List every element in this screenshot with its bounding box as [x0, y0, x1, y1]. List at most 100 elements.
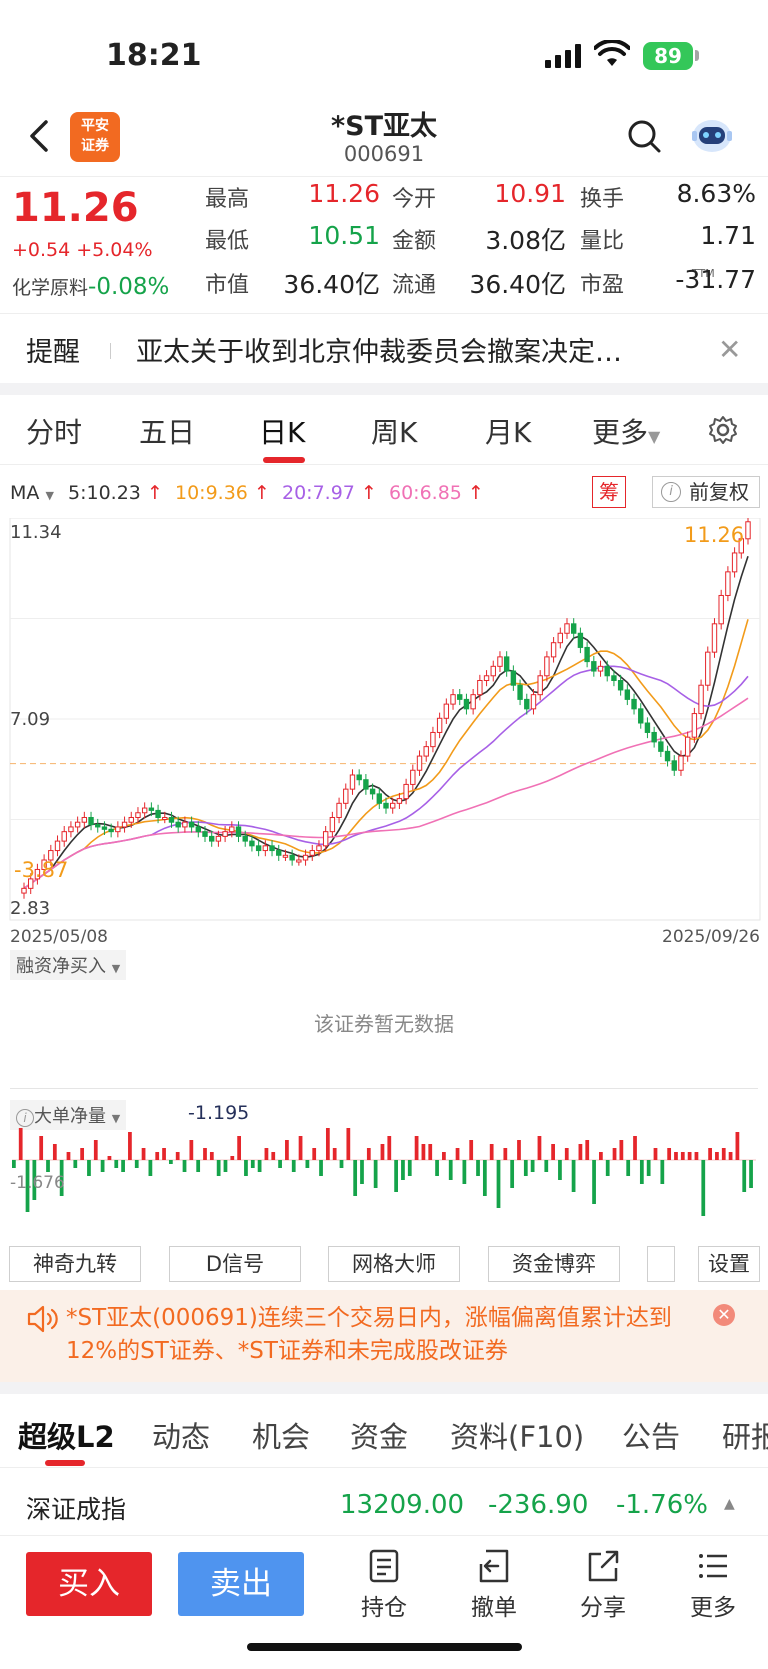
stat-turnover-label: 换手 — [580, 187, 625, 212]
index-pct: -1.76% — [616, 1490, 708, 1520]
capital-game-button[interactable]: 资金博弈 — [488, 1246, 620, 1282]
volume-bar — [52, 1144, 57, 1160]
volume-bar — [721, 1148, 726, 1160]
chip-distribution-button[interactable]: 筹 — [592, 476, 626, 508]
caret-down-icon: ▼ — [111, 1112, 121, 1125]
volume-bar — [87, 1160, 91, 1176]
y-tick-max: 11.34 — [10, 522, 62, 543]
candle-body — [617, 680, 624, 691]
close-icon[interactable]: ✕ — [718, 333, 742, 366]
sector-info[interactable]: 化学原料-0.08% — [12, 273, 169, 300]
tab-f10[interactable]: 资料(F10) — [450, 1420, 585, 1454]
stat-amount-value: 3.08亿 — [485, 226, 566, 255]
gear-icon[interactable] — [708, 415, 738, 445]
stat-float-label: 流通 — [392, 273, 437, 298]
sell-button[interactable]: 卖出 — [178, 1552, 304, 1616]
indicator-settings-button[interactable]: 设置 — [698, 1246, 760, 1282]
candle-body — [624, 689, 631, 700]
candle-body — [121, 821, 128, 828]
volume-bar — [237, 1136, 242, 1160]
volume-bar — [476, 1160, 480, 1176]
chart-labels: 11.34 7.09 2.83 11.26 -3.87 2025/05/08 2025/09… — [10, 522, 760, 947]
risk-warning-banner: *ST亚太(000691)连续三个交易日内，涨幅偏离值累计达到12%的ST证券、… — [0, 1290, 768, 1382]
volume-bar — [489, 1144, 494, 1160]
kline-chart[interactable]: 11.34 7.09 2.83 11.26 -3.87 2025/05/08 2025/09… — [0, 518, 768, 948]
volume-bar — [551, 1144, 555, 1160]
back-arrow-icon[interactable] — [22, 116, 58, 156]
share-label: 分享 — [580, 1595, 626, 1621]
candle-body — [644, 722, 651, 733]
volume-bar — [250, 1160, 255, 1168]
grid-master-button[interactable]: 网格大师 — [328, 1246, 460, 1282]
big-order-selector[interactable]: i 大单净量 ▼ — [10, 1100, 127, 1130]
tab-opportunity[interactable]: 机会 — [252, 1420, 311, 1454]
tab-monthly-k[interactable]: 月K — [485, 416, 532, 449]
candle-body — [162, 816, 168, 820]
tab-five-day[interactable]: 五日 — [139, 416, 196, 449]
more-button[interactable]: 更多 — [673, 1546, 753, 1622]
magic-nine-button[interactable]: 神奇九转 — [9, 1246, 141, 1282]
buy-button[interactable]: 买入 — [26, 1552, 152, 1616]
share-button[interactable]: 分享 — [563, 1546, 643, 1622]
caret-up-icon[interactable]: ▲ — [724, 1496, 735, 1512]
tab-research[interactable]: 研报 — [722, 1420, 768, 1454]
candle-body — [671, 760, 677, 771]
cancel-order-button[interactable]: 撤单 — [454, 1546, 534, 1622]
index-ticker[interactable]: 深证成指 13209.00 -236.90 -1.76% ▲ — [0, 1476, 768, 1536]
volume-bar — [46, 1160, 50, 1172]
volume-bar — [223, 1160, 228, 1172]
alert-banner[interactable]: 提醒 亚太关于收到北京仲裁委员会撤案决定… ✕ — [0, 315, 768, 383]
tab-capital[interactable]: 资金 — [350, 1420, 409, 1454]
search-icon[interactable] — [626, 118, 662, 154]
candle-body — [718, 594, 724, 625]
volume-bar — [128, 1132, 132, 1160]
candle-body — [497, 656, 503, 667]
candle-body — [28, 878, 34, 889]
stock-code: 000691 — [343, 142, 425, 166]
volume-bar — [605, 1160, 610, 1176]
volume-bar — [708, 1148, 712, 1160]
candle-body — [463, 698, 470, 710]
tab-intraday[interactable]: 分时 — [26, 416, 83, 449]
volume-bar — [134, 1160, 139, 1168]
forward-adjust-button[interactable]: i 前复权 — [652, 476, 760, 508]
d-signal-button[interactable]: D信号 — [169, 1246, 301, 1282]
candle-body — [289, 854, 295, 861]
ai-assistant-robot-icon[interactable] — [690, 114, 734, 156]
candle-body — [503, 656, 510, 672]
candle-body — [222, 831, 228, 837]
volume-bar — [680, 1152, 685, 1160]
close-icon[interactable]: ✕ — [713, 1304, 735, 1326]
price-change: +0.54 +5.04% — [12, 239, 153, 261]
candle-body — [530, 694, 537, 710]
volume-bar — [380, 1144, 385, 1160]
battery-indicator: 89 — [643, 42, 693, 70]
candle-body — [336, 802, 342, 818]
ma10-value: 10:9.36 ↑ — [175, 482, 270, 504]
candle-body — [537, 675, 543, 696]
partial-indicator-button[interactable] — [647, 1246, 675, 1282]
share-icon — [588, 1550, 619, 1582]
margin-net-buy-selector[interactable]: 融资净买入 ▼ — [10, 950, 127, 980]
positions-button[interactable]: 持仓 — [344, 1546, 424, 1622]
tab-weekly-k[interactable]: 周K — [371, 416, 418, 449]
wifi-icon — [594, 40, 630, 66]
speaker-icon — [27, 1305, 58, 1333]
volume-bar — [585, 1140, 590, 1160]
tab-more[interactable]: 更多▼ — [592, 411, 660, 451]
candle-body — [550, 642, 557, 658]
volume-bar — [373, 1160, 378, 1188]
tab-daily-k[interactable]: 日K — [259, 416, 306, 449]
tab-announcement[interactable]: 公告 — [622, 1420, 681, 1454]
volume-bar — [121, 1160, 125, 1172]
candle-body — [731, 552, 738, 573]
tab-news[interactable]: 动态 — [152, 1420, 211, 1454]
candle-body — [276, 850, 282, 856]
tab-more-label: 更多 — [592, 416, 649, 449]
candle-body — [725, 571, 731, 596]
broker-logo[interactable]: 平安 证券 — [70, 112, 120, 162]
stock-name: *ST亚太 — [331, 111, 437, 142]
tab-super-l2[interactable]: 超级L2 — [18, 1420, 115, 1454]
stat-high-value: 11.26 — [308, 179, 380, 208]
ma-selector[interactable]: MA ▼ — [10, 482, 54, 504]
